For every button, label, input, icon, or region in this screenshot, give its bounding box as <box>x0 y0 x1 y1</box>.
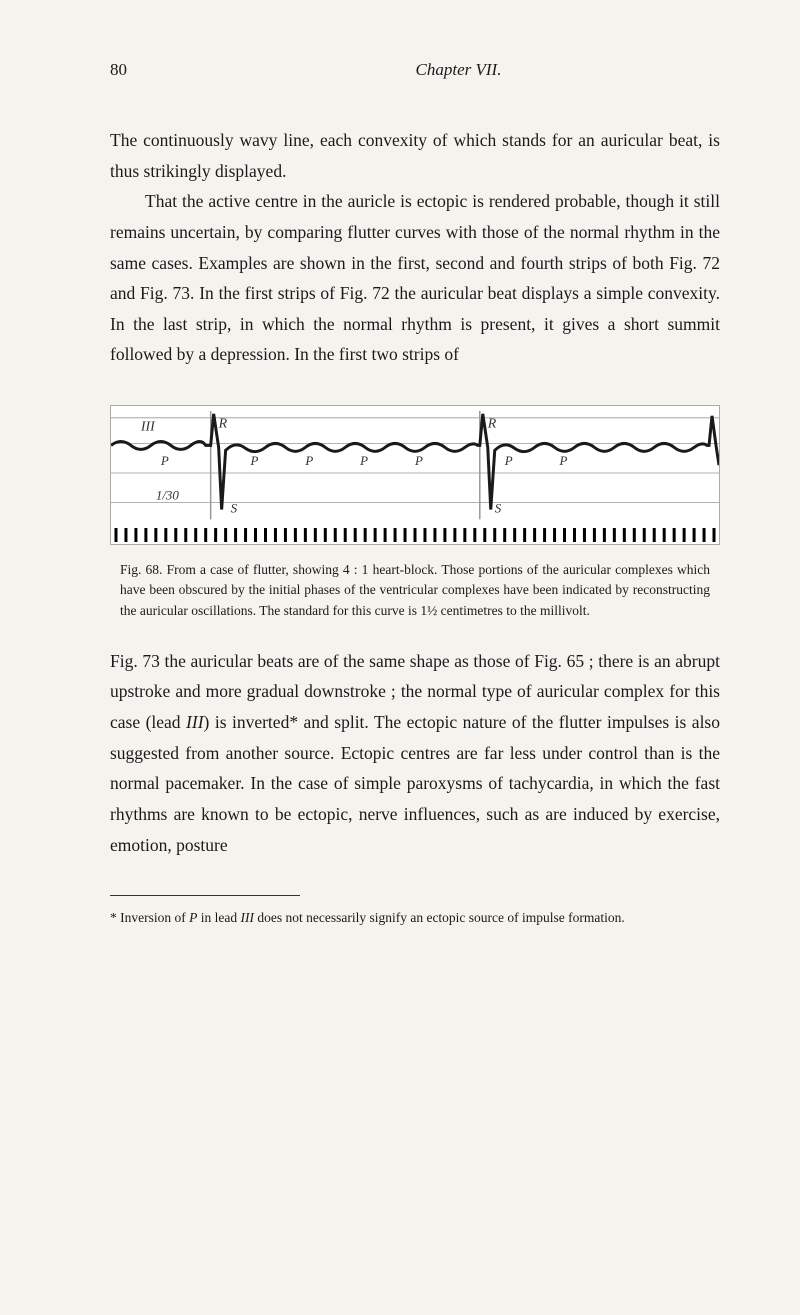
para2-text: That the active centre in the auricle is… <box>110 186 720 370</box>
label-P5: P <box>414 454 423 468</box>
italic-III-2: III <box>240 910 254 925</box>
footnote-divider <box>110 895 300 896</box>
label-P1: P <box>160 454 169 468</box>
italic-P: P <box>189 910 197 925</box>
label-P4: P <box>359 454 368 468</box>
footnote: * Inversion of P in lead III does not ne… <box>110 908 720 928</box>
page-number: 80 <box>110 60 127 80</box>
label-P6: P <box>504 454 513 468</box>
page-header: 80 Chapter VII. <box>110 60 720 80</box>
chapter-title: Chapter VII. <box>416 60 502 80</box>
ecg-svg: III R R P P P P P P P 1/30 S S <box>111 406 719 544</box>
body-paragraph-3: Fig. 73 the auricular beats are of the s… <box>110 646 720 860</box>
label-S2: S <box>495 502 502 516</box>
para3-text: Fig. 73 the auricular beats are of the s… <box>110 646 720 860</box>
label-130: 1/30 <box>156 489 180 503</box>
figure-68: III R R P P P P P P P 1/30 S S Fig. 68. … <box>110 405 720 621</box>
label-R2: R <box>487 417 497 432</box>
label-P2: P <box>250 454 259 468</box>
ecg-chart: III R R P P P P P P P 1/30 S S <box>110 405 720 545</box>
label-S1: S <box>231 502 238 516</box>
label-III: III <box>140 420 156 435</box>
figure-caption: Fig. 68. From a case of flutter, showing… <box>110 560 720 621</box>
body-paragraph-1: The continuously wavy line, each convexi… <box>110 125 720 370</box>
label-P3: P <box>304 454 313 468</box>
italic-III-1: III <box>186 712 203 732</box>
label-R1: R <box>218 417 228 432</box>
label-P7: P <box>559 454 568 468</box>
para1-text1: The continuously wavy line, each convexi… <box>110 130 546 150</box>
